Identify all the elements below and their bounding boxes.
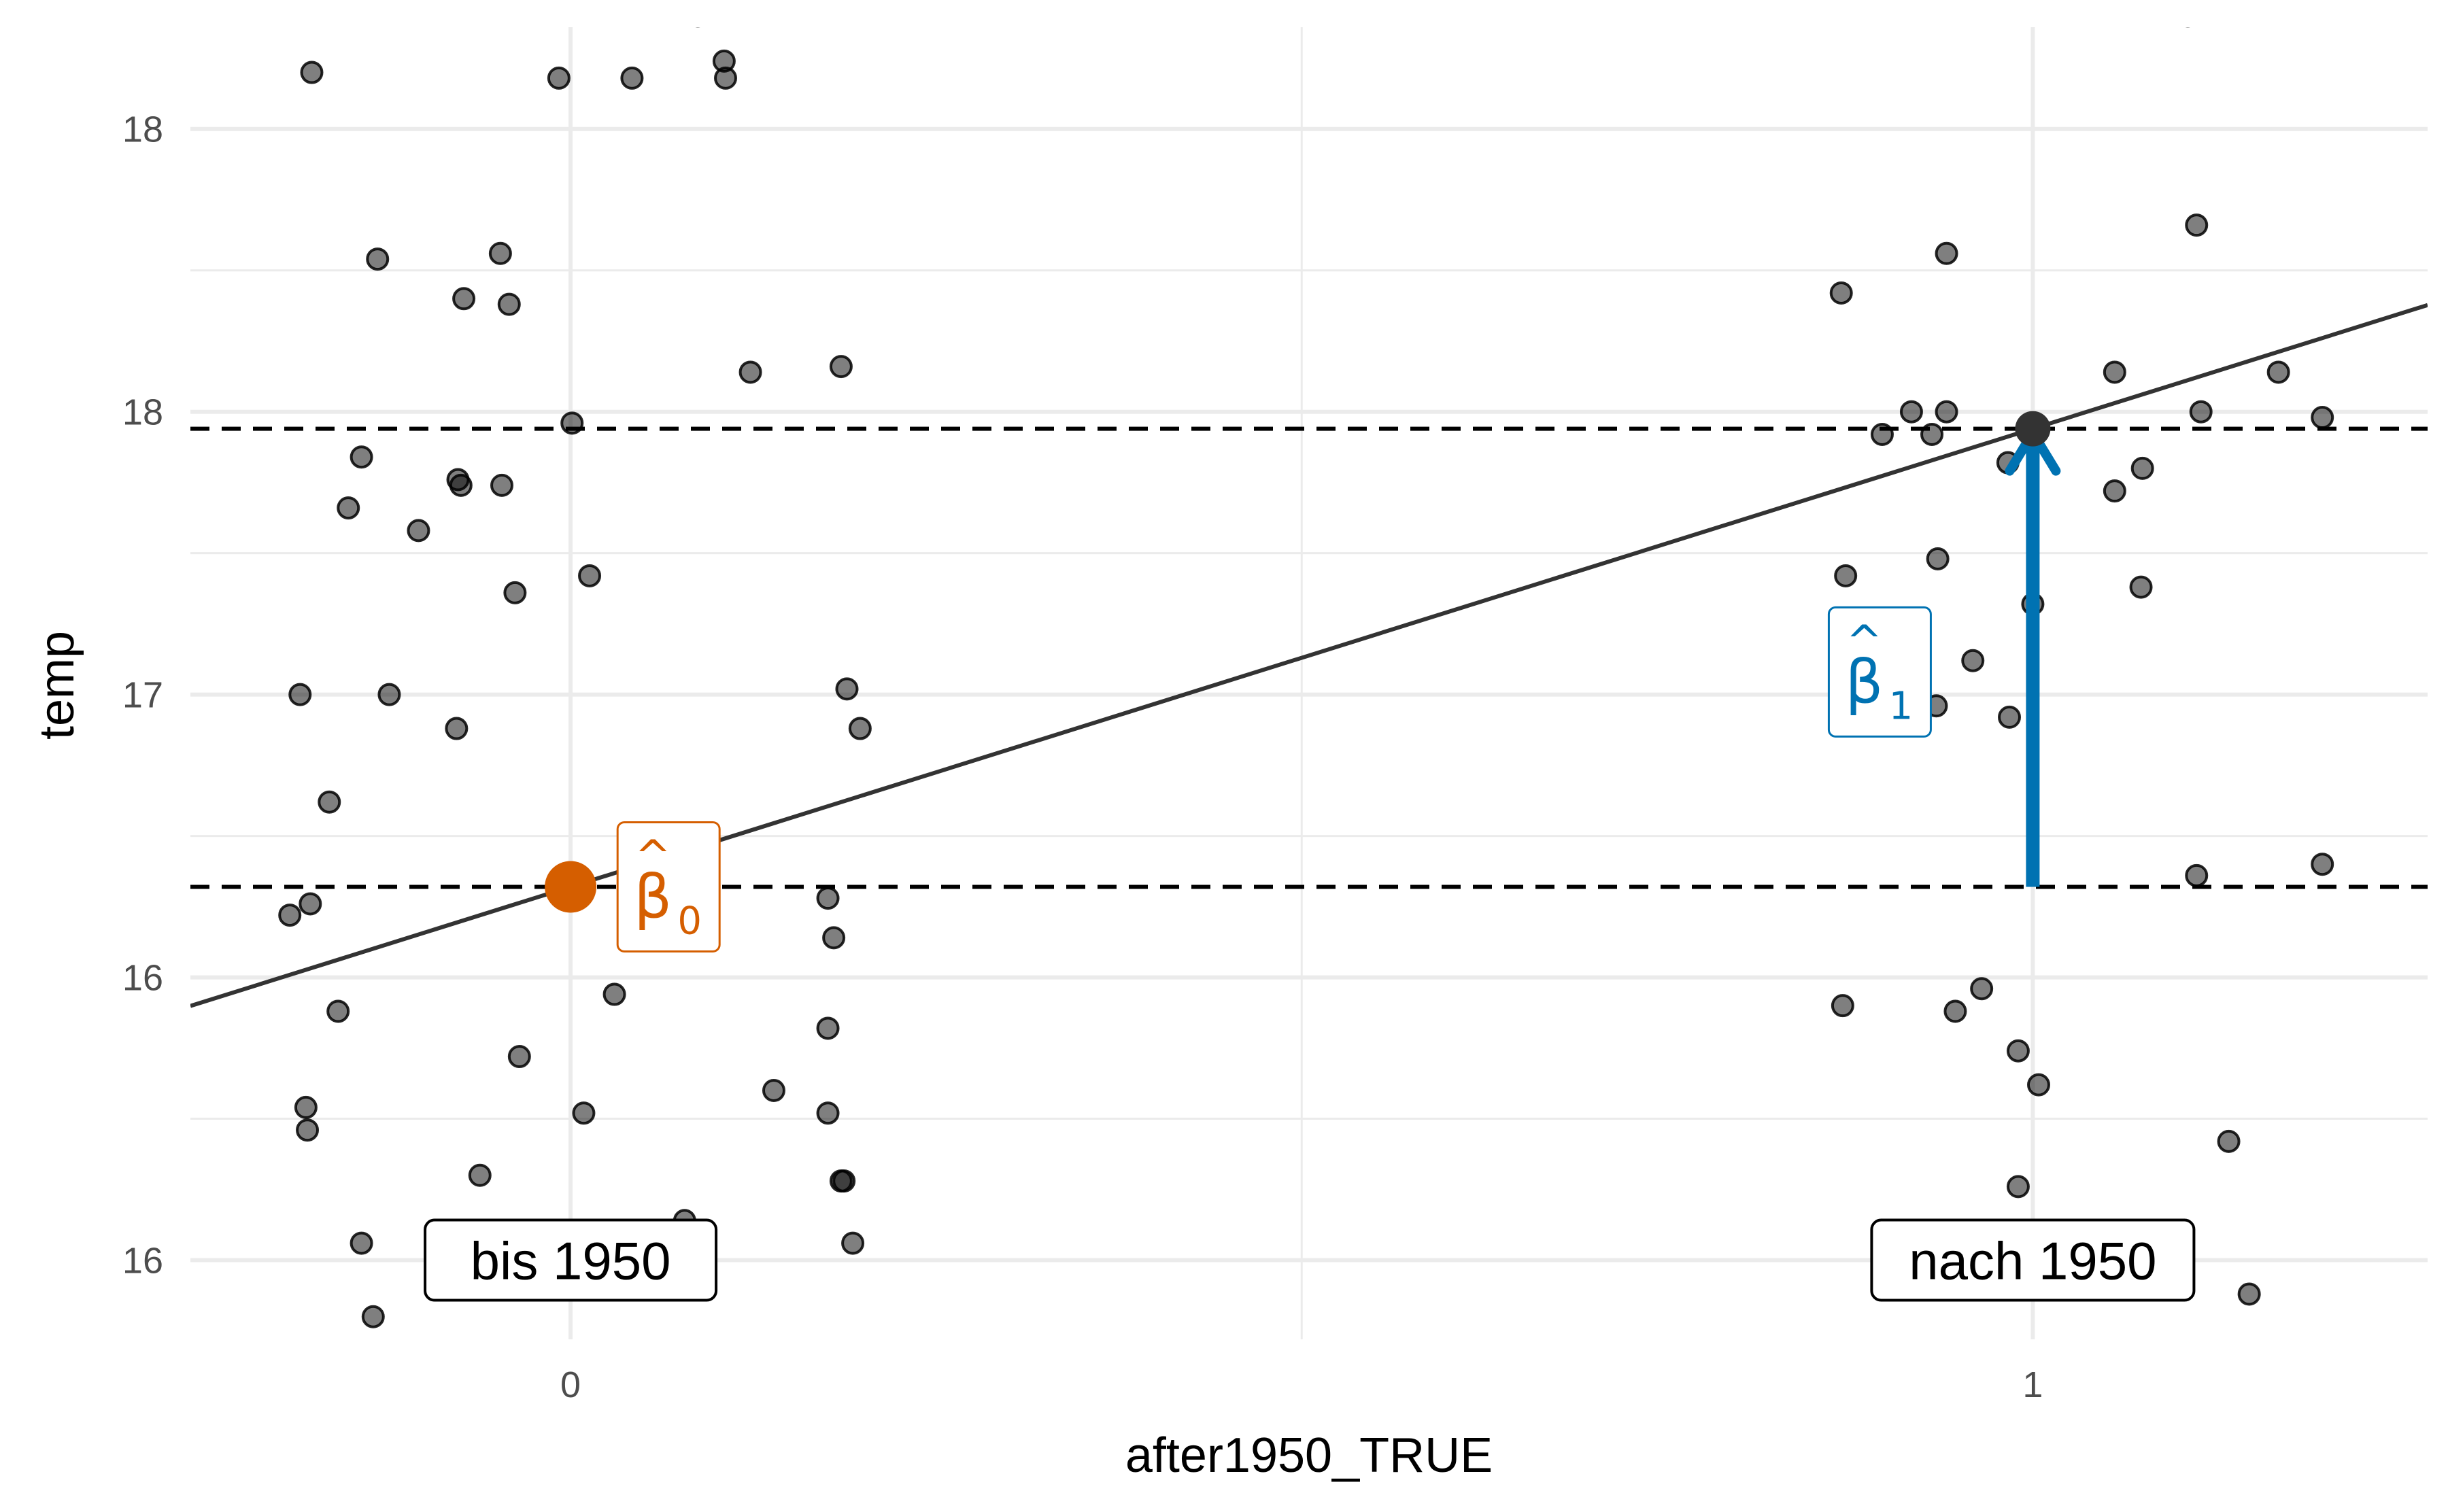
group-label: bis 1950 bbox=[471, 1231, 671, 1291]
beta0-label-symbol: β bbox=[634, 861, 672, 931]
data-point bbox=[2185, 27, 2190, 28]
y-tick-label: 18 bbox=[122, 392, 163, 433]
data-point bbox=[350, 445, 373, 469]
data-point bbox=[361, 1305, 385, 1328]
data-point bbox=[578, 564, 602, 587]
y-tick-label: 17 bbox=[122, 675, 163, 716]
data-point bbox=[2103, 360, 2126, 384]
data-point bbox=[835, 677, 859, 701]
data-point bbox=[2129, 575, 2153, 599]
data-point bbox=[296, 1118, 320, 1142]
data-point bbox=[2311, 406, 2334, 430]
plot-panel bbox=[190, 0, 2428, 1328]
data-point bbox=[337, 496, 360, 520]
x-tick-label: 1 bbox=[2022, 1364, 2043, 1405]
data-point bbox=[326, 999, 350, 1023]
data-point bbox=[2027, 1073, 2051, 1097]
beta0-label-box bbox=[616, 821, 721, 952]
data-point bbox=[503, 581, 527, 604]
data-point bbox=[449, 473, 473, 497]
axes: after1950_TRUE temp 16 16 17 18 18 0 1 bbox=[30, 109, 2043, 1483]
data-point bbox=[1926, 547, 1950, 570]
data-point bbox=[2189, 400, 2213, 424]
data-point bbox=[1831, 994, 1854, 1018]
data-point bbox=[1943, 999, 1967, 1023]
beta1-label-symbol: β bbox=[1845, 647, 1883, 717]
data-point bbox=[350, 1231, 373, 1255]
data-point bbox=[445, 717, 469, 740]
data-point bbox=[497, 292, 521, 316]
data-point bbox=[2006, 1175, 2030, 1199]
data-point bbox=[1935, 400, 1958, 424]
data-point bbox=[1829, 281, 1853, 305]
beta1-label-hat: ^ bbox=[1846, 617, 1883, 667]
data-point bbox=[294, 1095, 318, 1119]
data-point bbox=[490, 473, 514, 497]
data-point bbox=[2217, 1129, 2241, 1153]
y-tick-label: 18 bbox=[122, 109, 163, 150]
data-point bbox=[2079, 0, 2100, 20]
beta1-label-box bbox=[1827, 606, 1932, 738]
data-point bbox=[377, 683, 401, 706]
data-point bbox=[507, 1045, 531, 1069]
data-point bbox=[2130, 456, 2154, 480]
data-point bbox=[547, 66, 571, 90]
group-label-box bbox=[424, 1218, 718, 1302]
group-label: nach 1950 bbox=[1909, 1231, 2156, 1291]
y-tick-label: 16 bbox=[122, 1241, 163, 1282]
data-point bbox=[2237, 1282, 2261, 1306]
beta0-label-hat: ^ bbox=[634, 831, 671, 882]
data-point bbox=[602, 982, 626, 1006]
data-point bbox=[1961, 649, 1985, 672]
data-point bbox=[832, 1169, 856, 1193]
y-axis-title: temp bbox=[30, 631, 84, 740]
data-point bbox=[1970, 977, 1994, 1001]
data-point bbox=[318, 790, 341, 814]
data-point bbox=[1899, 400, 1923, 424]
data-point bbox=[1998, 705, 2022, 729]
beta0-label-subscript: 0 bbox=[677, 899, 702, 943]
beta1-point bbox=[2015, 411, 2051, 447]
data-point bbox=[762, 1078, 785, 1102]
data-point bbox=[2103, 479, 2126, 503]
x-axis-title: after1950_TRUE bbox=[1125, 1428, 1493, 1483]
data-point bbox=[278, 904, 302, 927]
data-point bbox=[2266, 360, 2290, 384]
data-point bbox=[2006, 1039, 2030, 1063]
data-point bbox=[816, 887, 840, 910]
data-point bbox=[452, 287, 476, 311]
data-point bbox=[695, 27, 700, 28]
y-tick-label: 16 bbox=[122, 958, 163, 999]
data-point bbox=[841, 1231, 865, 1255]
data-point bbox=[407, 519, 430, 543]
data-point bbox=[299, 892, 322, 916]
data-point bbox=[620, 66, 644, 90]
beta0-point bbox=[545, 861, 597, 913]
data-point bbox=[488, 241, 512, 265]
data-point bbox=[822, 926, 846, 950]
data-point bbox=[288, 683, 312, 706]
grid bbox=[190, 27, 2428, 1339]
x-tick-label: 0 bbox=[560, 1364, 581, 1405]
data-point bbox=[2311, 853, 2334, 876]
data-point bbox=[848, 717, 872, 740]
data-point bbox=[816, 1016, 840, 1040]
group-label-box bbox=[1870, 1218, 2196, 1302]
data-point bbox=[738, 360, 762, 384]
data-point bbox=[468, 1163, 492, 1187]
data-point bbox=[1834, 564, 1858, 587]
data-point bbox=[829, 355, 853, 379]
data-point bbox=[2185, 863, 2209, 887]
data-point bbox=[300, 61, 324, 84]
data-point bbox=[714, 66, 738, 90]
beta1-label-subscript: 1 bbox=[1889, 684, 1914, 728]
data-point bbox=[2185, 213, 2209, 237]
data-point bbox=[572, 1101, 596, 1125]
data-point bbox=[1935, 241, 1958, 265]
data-point bbox=[366, 247, 390, 271]
data-point bbox=[816, 1101, 840, 1125]
